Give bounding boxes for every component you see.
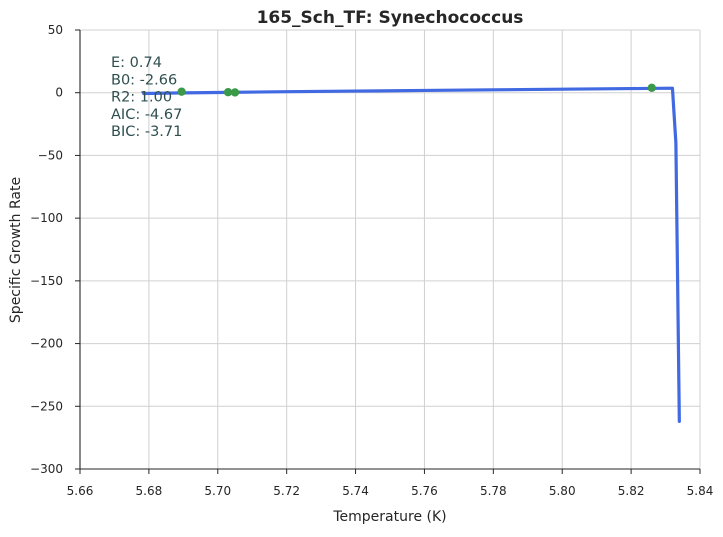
grid — [79, 29, 701, 470]
x-tick-label: 5.74 — [342, 484, 369, 498]
x-tick-label: 5.76 — [411, 484, 438, 498]
annotation-line: B0: -2.66 — [111, 72, 177, 88]
y-tick-label: −250 — [30, 399, 63, 413]
y-tick-label: 0 — [55, 86, 63, 100]
y-tick-label: −200 — [30, 337, 63, 351]
chart-title: 165_Sch_TF: Synechococcus — [257, 8, 524, 28]
y-tick-label: −50 — [38, 148, 63, 162]
data-point — [223, 88, 233, 97]
annotation-line: R2: 1.00 — [111, 90, 172, 106]
y-tick-label: −100 — [30, 211, 63, 225]
axes — [79, 30, 700, 470]
x-axis-title: Temperature (K) — [332, 509, 446, 525]
series — [142, 83, 681, 423]
annotation-line: BIC: -3.71 — [111, 124, 182, 140]
x-tick-label: 5.80 — [549, 484, 576, 498]
annotation-line: AIC: -4.67 — [111, 107, 182, 123]
x-tick-label: 5.72 — [273, 484, 300, 498]
x-ticks: 5.66 5.68 5.70 5.72 5.74 5.76 5.78 5.80 5.82 5.84 — [67, 469, 714, 498]
x-tick-label: 5.66 — [67, 484, 94, 498]
x-tick-label: 5.82 — [618, 484, 645, 498]
data-point — [230, 88, 240, 97]
y-tick-label: 50 — [48, 23, 63, 37]
y-ticks: 50 0 −50 −100 −150 −200 −250 −300 — [30, 23, 80, 476]
x-tick-label: 5.78 — [480, 484, 507, 498]
y-axis-title: Specific Growth Rate — [8, 177, 24, 323]
data-point — [647, 83, 656, 93]
fit-curve-line — [142, 86, 681, 423]
x-tick-label: 5.84 — [687, 484, 714, 498]
data-point — [177, 87, 186, 96]
x-tick-label: 5.68 — [136, 484, 163, 498]
y-tick-label: −150 — [30, 274, 63, 288]
y-tick-label: −300 — [30, 462, 63, 476]
x-tick-label: 5.70 — [204, 484, 231, 498]
annotation-line: E: 0.74 — [111, 55, 162, 71]
